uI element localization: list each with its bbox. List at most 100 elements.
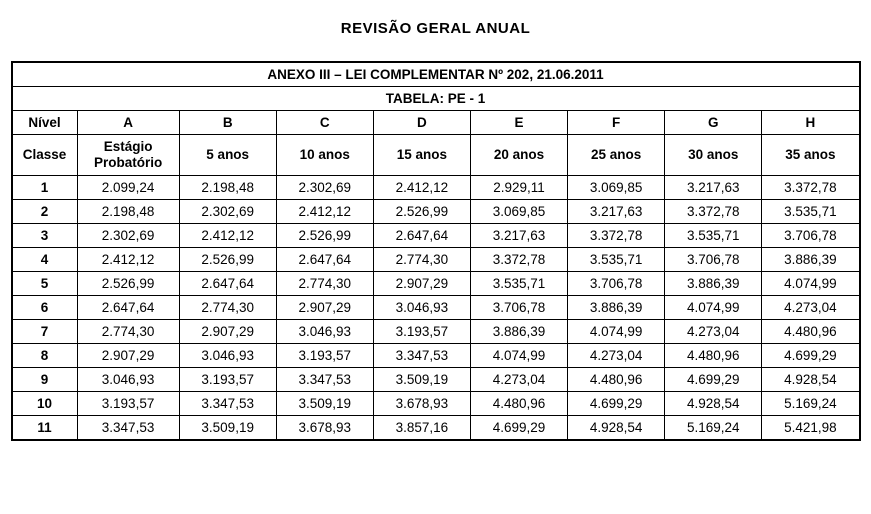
- cell-value: 2.647,64: [276, 248, 373, 272]
- row-number: 4: [12, 248, 78, 272]
- cell-value: 3.217,63: [568, 200, 665, 224]
- cell-value: 2.099,24: [77, 176, 179, 200]
- cell-value: 2.302,69: [179, 200, 276, 224]
- cell-value: 3.193,57: [276, 344, 373, 368]
- cell-value: 4.699,29: [568, 392, 665, 416]
- row-number: 5: [12, 272, 78, 296]
- cell-value: 2.907,29: [77, 344, 179, 368]
- cell-value: 3.706,78: [470, 296, 567, 320]
- cell-value: 4.074,99: [665, 296, 762, 320]
- cell-value: 4.928,54: [665, 392, 762, 416]
- cell-value: 3.069,85: [568, 176, 665, 200]
- cell-value: 2.929,11: [470, 176, 567, 200]
- cell-value: 3.706,78: [568, 272, 665, 296]
- table-row: 103.193,573.347,533.509,193.678,934.480,…: [12, 392, 860, 416]
- row-number: 1: [12, 176, 78, 200]
- cell-value: 4.074,99: [470, 344, 567, 368]
- cell-value: 3.217,63: [470, 224, 567, 248]
- row-number: 6: [12, 296, 78, 320]
- cell-value: 3.217,63: [665, 176, 762, 200]
- cell-value: 2.774,30: [373, 248, 470, 272]
- column-letter-row: Nível A B C D E F G H: [12, 111, 860, 135]
- cell-value: 4.480,96: [568, 368, 665, 392]
- cell-value: 4.273,04: [470, 368, 567, 392]
- anexo-header: ANEXO III – LEI COMPLEMENTAR Nº 202, 21.…: [12, 62, 860, 87]
- cell-value: 2.526,99: [179, 248, 276, 272]
- cell-value: 3.535,71: [665, 224, 762, 248]
- table-row: 72.774,302.907,293.046,933.193,573.886,3…: [12, 320, 860, 344]
- cell-value: 3.372,78: [470, 248, 567, 272]
- cell-value: 3.347,53: [77, 416, 179, 441]
- row-number: 11: [12, 416, 78, 441]
- cell-value: 4.273,04: [665, 320, 762, 344]
- cell-value: 4.273,04: [762, 296, 860, 320]
- cell-value: 2.647,64: [77, 296, 179, 320]
- cell-value: 3.193,57: [77, 392, 179, 416]
- cell-value: 3.706,78: [762, 224, 860, 248]
- cell-value: 2.412,12: [179, 224, 276, 248]
- cell-value: 3.372,78: [762, 176, 860, 200]
- col-20anos-header: 20 anos: [470, 135, 567, 176]
- cell-value: 4.699,29: [470, 416, 567, 441]
- table-row: 42.412,122.526,992.647,642.774,303.372,7…: [12, 248, 860, 272]
- row-number: 3: [12, 224, 78, 248]
- table-row: 62.647,642.774,302.907,293.046,933.706,7…: [12, 296, 860, 320]
- cell-value: 3.706,78: [665, 248, 762, 272]
- cell-value: 2.412,12: [276, 200, 373, 224]
- cell-value: 4.074,99: [568, 320, 665, 344]
- cell-value: 5.169,24: [762, 392, 860, 416]
- col-g-header: G: [665, 111, 762, 135]
- cell-value: 2.647,64: [179, 272, 276, 296]
- cell-value: 3.069,85: [470, 200, 567, 224]
- col-15anos-header: 15 anos: [373, 135, 470, 176]
- col-30anos-header: 30 anos: [665, 135, 762, 176]
- cell-value: 2.302,69: [77, 224, 179, 248]
- cell-value: 3.046,93: [373, 296, 470, 320]
- column-years-row: Classe Estágio Probatório 5 anos 10 anos…: [12, 135, 860, 176]
- table-row: 93.046,933.193,573.347,533.509,194.273,0…: [12, 368, 860, 392]
- cell-value: 3.372,78: [665, 200, 762, 224]
- table-row: 52.526,992.647,642.774,302.907,293.535,7…: [12, 272, 860, 296]
- cell-value: 3.509,19: [276, 392, 373, 416]
- cell-value: 2.907,29: [276, 296, 373, 320]
- cell-value: 3.886,39: [568, 296, 665, 320]
- cell-value: 4.074,99: [762, 272, 860, 296]
- cell-value: 3.886,39: [470, 320, 567, 344]
- cell-value: 3.046,93: [179, 344, 276, 368]
- col-h-header: H: [762, 111, 860, 135]
- row-number: 8: [12, 344, 78, 368]
- cell-value: 4.480,96: [470, 392, 567, 416]
- cell-value: 3.678,93: [276, 416, 373, 441]
- col-probatorio-header: Estágio Probatório: [77, 135, 179, 176]
- cell-value: 4.699,29: [762, 344, 860, 368]
- cell-value: 2.526,99: [373, 200, 470, 224]
- salary-table: ANEXO III – LEI COMPLEMENTAR Nº 202, 21.…: [11, 61, 861, 441]
- cell-value: 3.857,16: [373, 416, 470, 441]
- cell-value: 3.535,71: [470, 272, 567, 296]
- cell-value: 3.535,71: [568, 248, 665, 272]
- table-row: 82.907,293.046,933.193,573.347,534.074,9…: [12, 344, 860, 368]
- cell-value: 5.421,98: [762, 416, 860, 441]
- cell-value: 2.774,30: [179, 296, 276, 320]
- cell-value: 3.347,53: [179, 392, 276, 416]
- cell-value: 4.480,96: [762, 320, 860, 344]
- row-number: 10: [12, 392, 78, 416]
- col-a-header: A: [77, 111, 179, 135]
- col-25anos-header: 25 anos: [568, 135, 665, 176]
- cell-value: 3.509,19: [373, 368, 470, 392]
- cell-value: 4.480,96: [665, 344, 762, 368]
- col-35anos-header: 35 anos: [762, 135, 860, 176]
- cell-value: 4.273,04: [568, 344, 665, 368]
- col-5anos-header: 5 anos: [179, 135, 276, 176]
- row-number: 9: [12, 368, 78, 392]
- cell-value: 2.774,30: [77, 320, 179, 344]
- cell-value: 3.347,53: [276, 368, 373, 392]
- cell-value: 3.046,93: [276, 320, 373, 344]
- cell-value: 2.526,99: [77, 272, 179, 296]
- cell-value: 3.678,93: [373, 392, 470, 416]
- cell-value: 4.928,54: [568, 416, 665, 441]
- cell-value: 5.169,24: [665, 416, 762, 441]
- cell-value: 3.193,57: [373, 320, 470, 344]
- table-row: 32.302,692.412,122.526,992.647,643.217,6…: [12, 224, 860, 248]
- col-c-header: C: [276, 111, 373, 135]
